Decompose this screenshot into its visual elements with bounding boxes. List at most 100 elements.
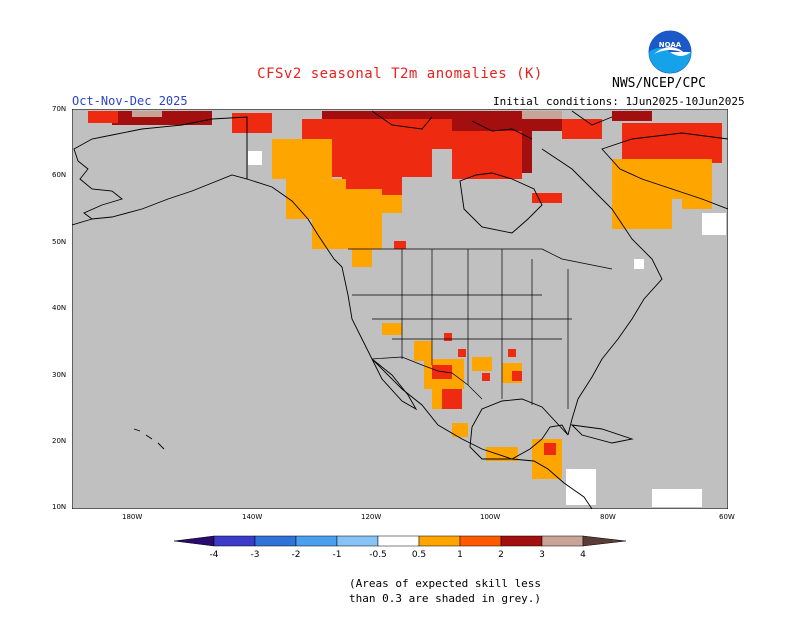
legend-tick-label: 2	[498, 550, 504, 560]
anomaly-field	[88, 111, 726, 507]
noaa-logo: NOAA	[648, 30, 692, 74]
anomaly-cell	[512, 371, 522, 381]
legend-tick-label: 1	[457, 550, 463, 560]
noaa-logo-sea	[649, 48, 691, 73]
anomaly-cell	[532, 193, 562, 203]
anomaly-map: 70N 60N 50N 40N 30N 20N 10N	[72, 109, 728, 509]
legend-swatch	[336, 535, 379, 547]
greenland-outline	[601, 132, 728, 210]
anomaly-cell	[88, 111, 118, 123]
anomaly-cell	[322, 149, 432, 177]
pacific-coast	[246, 178, 593, 509]
gulf-of-mexico	[469, 398, 569, 460]
lat-label-20n: 20N	[52, 437, 67, 445]
anomaly-cell	[652, 489, 702, 507]
legend-arrow-low	[174, 535, 215, 547]
lon-label-80w: 80W	[600, 513, 616, 521]
hudson-bay	[459, 172, 543, 234]
baja-outline	[371, 358, 418, 411]
anomaly-cell	[562, 119, 602, 139]
noaa-logo-text: NOAA	[659, 41, 682, 49]
hawaii-islands	[133, 428, 165, 450]
alaska-outline	[73, 116, 248, 220]
anomaly-cell	[508, 349, 516, 357]
anomaly-cell	[634, 259, 644, 269]
lat-label-10n: 10N	[52, 503, 67, 511]
lat-label-50n: 50N	[52, 238, 67, 246]
lon-label-100w: 100W	[480, 513, 501, 521]
legend-tick-label: -0.5	[369, 550, 387, 560]
anomaly-cell	[522, 111, 562, 119]
anomaly-cell	[352, 249, 372, 267]
anomaly-cell	[442, 389, 462, 409]
initial-conditions-label: Initial conditions: 1Jun2025-10Jun2025	[493, 95, 745, 108]
legend-tick-label: 0.5	[412, 550, 426, 560]
legend-swatch	[377, 535, 420, 547]
anomaly-cell	[486, 447, 518, 461]
anomaly-cell	[382, 323, 402, 335]
coastlines	[72, 110, 728, 509]
anomaly-cell	[248, 151, 262, 165]
anomaly-cell	[622, 123, 722, 163]
anomaly-cell	[394, 241, 406, 249]
anomaly-cell	[272, 139, 332, 179]
aleutians-outline	[72, 218, 93, 226]
legend-swatch	[541, 535, 584, 547]
legend-tick-label: 4	[580, 550, 586, 560]
lat-label-30n: 30N	[52, 371, 67, 379]
anomaly-cell	[702, 213, 726, 235]
footnote-line: (Areas of expected skill less	[349, 577, 542, 590]
lat-label-60n: 60N	[52, 171, 67, 179]
agency-label: NWS/NCEP/CPC	[612, 76, 706, 91]
anomaly-cell	[452, 131, 522, 179]
anomaly-cell	[612, 111, 652, 121]
lon-label-120w: 120W	[361, 513, 382, 521]
legend-arrow-high	[582, 535, 627, 547]
political-borders	[246, 117, 613, 409]
lat-label-40n: 40N	[52, 304, 67, 312]
cuba-outline	[570, 424, 634, 444]
map-title: CFSv2 seasonal T2m anomalies (K)	[257, 66, 543, 82]
legend-tick-label: -2	[292, 550, 301, 560]
anomaly-cell	[232, 113, 272, 133]
arctic-island	[371, 110, 433, 130]
legend-tick-label: 3	[539, 550, 545, 560]
legend-swatch	[459, 535, 502, 547]
legend-swatch	[418, 535, 461, 547]
anomaly-cell	[432, 365, 452, 379]
anomaly-cell	[482, 373, 490, 381]
legend-tick-label: -3	[251, 550, 260, 560]
lat-label-70n: 70N	[52, 105, 67, 113]
lon-label-60w: 60W	[719, 513, 735, 521]
us-canada-border-east	[541, 248, 613, 270]
anomaly-cell	[458, 349, 466, 357]
anomaly-cell	[682, 189, 712, 209]
anomaly-cell	[544, 443, 556, 455]
anomaly-cell	[566, 469, 596, 505]
season-label: Oct-Nov-Dec 2025	[72, 94, 188, 108]
arctic-island	[471, 120, 533, 140]
color-legend: -4 -3 -2 -1 -0.5 0.5 1 2 3 4	[174, 535, 627, 560]
anomaly-cell	[342, 195, 402, 213]
legend-swatch	[295, 535, 338, 547]
arctic-island	[571, 110, 613, 126]
legend-swatch	[254, 535, 297, 547]
anomaly-cell	[612, 199, 672, 229]
lon-axis-labels: 180W 140W 120W 100W 80W 60W	[0, 513, 800, 525]
anomaly-cell	[452, 423, 468, 437]
legend-tick-label: -1	[333, 550, 342, 560]
anomaly-cell	[444, 333, 452, 341]
skill-footnote: (Areas of expected skill less than 0.3 a…	[349, 576, 541, 606]
anomaly-cell	[472, 357, 492, 371]
legend-swatch	[500, 535, 543, 547]
lon-label-140w: 140W	[242, 513, 263, 521]
anomaly-cell	[414, 341, 432, 361]
atlantic-coast	[541, 148, 663, 436]
footnote-line: than 0.3 are shaded in grey.)	[349, 592, 542, 605]
legend-tick-label: -4	[210, 550, 219, 560]
anomaly-cell	[132, 111, 162, 117]
lon-label-180w: 180W	[122, 513, 143, 521]
noaa-logo-bird	[654, 47, 686, 54]
legend-swatch	[213, 535, 256, 547]
noaa-logo-sky	[649, 31, 691, 52]
